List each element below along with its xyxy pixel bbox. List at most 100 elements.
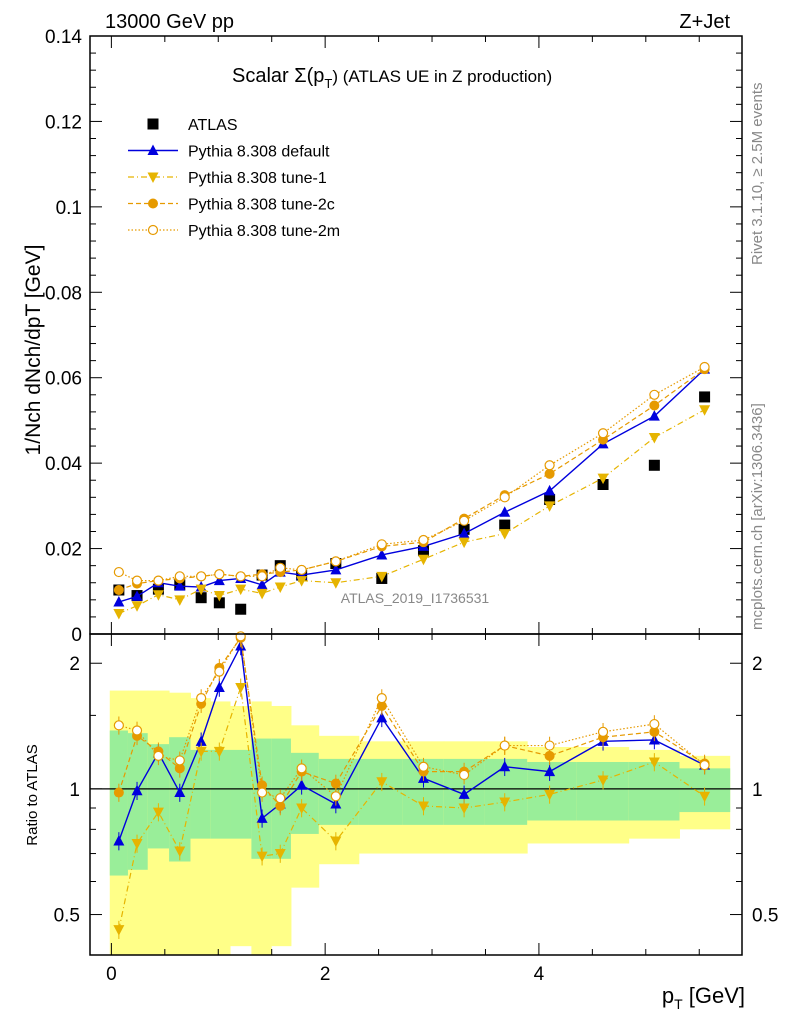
- data-point: [499, 492, 510, 503]
- data-point: [699, 391, 711, 403]
- series-tune2c: [113, 364, 710, 596]
- series-line: [118, 409, 705, 615]
- band-inner: [210, 749, 231, 839]
- series-line: [118, 368, 705, 591]
- x-tick-label: 2: [320, 964, 331, 985]
- ratio-y-tick-label-right: 0.5: [752, 906, 778, 927]
- data-point: [214, 569, 225, 580]
- ratio-point: [597, 726, 609, 737]
- ratio-point: [296, 779, 308, 790]
- data-point: [113, 585, 124, 596]
- ratio-series-tune1: [113, 678, 711, 939]
- band-inner: [190, 749, 211, 839]
- data-point: [544, 460, 555, 471]
- data-point: [499, 506, 511, 517]
- ratio-point: [499, 797, 511, 809]
- series-atlas: [113, 391, 711, 615]
- ratio-point: [113, 720, 124, 731]
- data-point: [113, 566, 124, 578]
- data-point: [195, 584, 207, 596]
- data-point: [330, 563, 342, 575]
- ratio-point: [174, 755, 185, 766]
- data-point: [152, 590, 164, 601]
- data-point: [544, 501, 556, 512]
- data-point: [648, 459, 660, 471]
- legend-marker: [147, 144, 159, 155]
- data-point: [256, 578, 268, 590]
- data-point: [174, 580, 186, 591]
- series-default: [113, 363, 711, 607]
- y-tick-label: 0.06: [45, 369, 82, 390]
- ratio-point: [256, 812, 268, 823]
- legend: ATLAS Pythia 8.308 default Pythia 8.308 tu…: [128, 117, 340, 240]
- ratio-point: [458, 788, 470, 799]
- ratio-point: [418, 761, 429, 772]
- data-point: [458, 537, 470, 549]
- ratio-point: [699, 791, 711, 803]
- ratio-point: [235, 682, 247, 694]
- ratio-y-tick-label-right: 1: [752, 780, 763, 801]
- y-tick-label: 0.04: [45, 454, 82, 475]
- ratio-point: [649, 718, 660, 730]
- band-inner: [230, 749, 252, 839]
- legend-label: ATLAS: [188, 117, 238, 134]
- ratio-point: [376, 693, 387, 704]
- data-point: [131, 590, 143, 601]
- uncertainty-bands: [109, 690, 731, 955]
- data-point: [376, 548, 388, 560]
- data-point: [649, 400, 660, 411]
- data-point: [499, 529, 511, 540]
- ratio-point: [214, 666, 225, 677]
- ratio-point: [196, 693, 207, 704]
- ratio-point: [256, 787, 268, 798]
- data-point: [648, 433, 660, 444]
- header-process: 13000 GeV pp: [105, 11, 234, 33]
- ratio-point: [213, 746, 225, 758]
- ratio-point: [256, 851, 268, 863]
- data-point: [296, 564, 307, 576]
- y-tick-label: 0.08: [45, 283, 82, 304]
- ratio-point: [544, 789, 556, 801]
- ratio-point: [499, 740, 510, 751]
- ratio-y-tick-label-right: 2: [752, 654, 763, 675]
- y-tick-label: 0.12: [45, 112, 82, 133]
- ratio-point: [113, 787, 124, 798]
- data-point: [256, 588, 268, 600]
- ratio-point: [131, 784, 143, 796]
- data-point: [699, 405, 711, 416]
- ratio-point: [544, 740, 555, 751]
- rivet-label: Rivet 3.1.10, ≥ 2.5M events: [749, 83, 766, 266]
- series-tune1: [113, 405, 711, 620]
- ratio-point: [152, 807, 164, 819]
- data-point: [376, 539, 387, 550]
- data-point: [152, 583, 164, 595]
- ratio-point: [544, 750, 555, 761]
- data-point: [153, 575, 164, 586]
- ratio-point: [458, 769, 470, 781]
- data-point: [597, 473, 609, 485]
- band-inner: [318, 758, 360, 825]
- legend-label: Pythia 8.308 default: [188, 144, 330, 161]
- main-ylabel: 1/Nch dNch/dpT [GeV]: [22, 245, 45, 456]
- mcplots-label: mcplots.cern.ch [arXiv:1306.3436]: [749, 403, 766, 630]
- data-point: [544, 468, 555, 479]
- ratio-point: [699, 760, 710, 771]
- data-point: [131, 601, 143, 612]
- ratio-point: [113, 925, 125, 936]
- band-inner: [127, 733, 149, 870]
- band-inner: [358, 758, 404, 825]
- watermark: ATLAS_2019_I1736531: [341, 590, 490, 606]
- ratio-point: [195, 746, 207, 758]
- data-point: [418, 534, 429, 546]
- x-axis-label: pT [GeV]: [662, 983, 745, 1012]
- ratio-point: [296, 763, 307, 774]
- band-inner: [147, 744, 170, 849]
- ratio-point: [275, 793, 286, 804]
- series-line: [118, 368, 706, 603]
- data-point: [275, 562, 286, 573]
- data-point: [113, 595, 125, 607]
- data-point: [296, 576, 308, 587]
- ratio-panel: 0.5 0.5 1 1 2 2 0 2 4: [54, 631, 778, 985]
- data-point: [417, 554, 429, 566]
- data-point: [648, 410, 660, 421]
